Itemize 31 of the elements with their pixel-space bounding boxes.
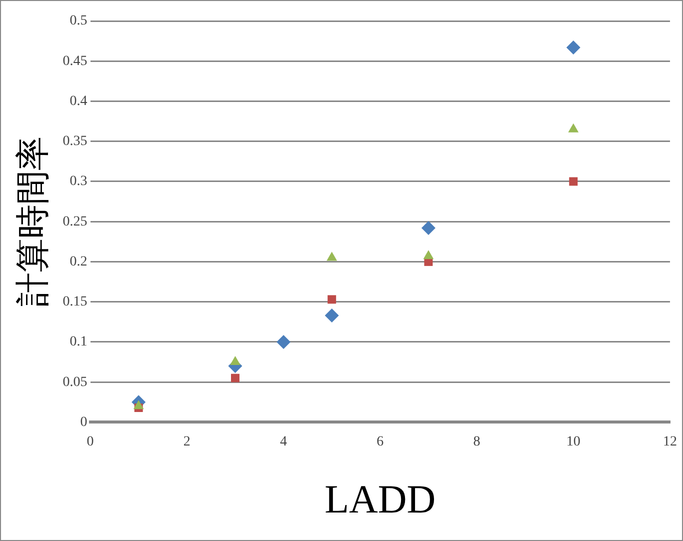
y-tick-label: 0.4 [70,94,88,109]
y-tick-label: 0 [80,414,88,430]
y-tick-label: 0.1 [70,334,88,350]
point [328,295,336,304]
point [326,252,338,261]
y-tick-label: 0.15 [62,294,88,310]
y-axis-title: 計算時間率 [13,136,54,307]
x-tick-label: 4 [280,434,288,450]
y-tick-label: 0.2 [70,254,88,270]
x-tick-label: 8 [473,434,480,450]
x-tick-label: 12 [663,434,677,450]
x-axis-title: LADD [324,476,436,522]
point [566,40,580,54]
x-tick-label: 10 [566,434,580,450]
x-tick-label: 6 [376,434,384,450]
point [421,221,436,236]
point [276,334,291,349]
y-tick-label: 0.25 [62,214,88,230]
point [133,400,144,410]
point [324,308,339,322]
point [230,356,240,366]
y-tick-label: 0.3 [70,174,88,190]
y-tick-label: 0.45 [62,54,88,69]
x-tick-label: 2 [183,434,190,450]
point [423,250,434,260]
y-tick-label: 0.35 [62,134,88,150]
point [569,177,578,186]
point [568,123,579,132]
y-tick-label: 0.05 [62,374,88,390]
point [230,374,240,382]
y-tick-label: 0.5 [70,14,88,29]
